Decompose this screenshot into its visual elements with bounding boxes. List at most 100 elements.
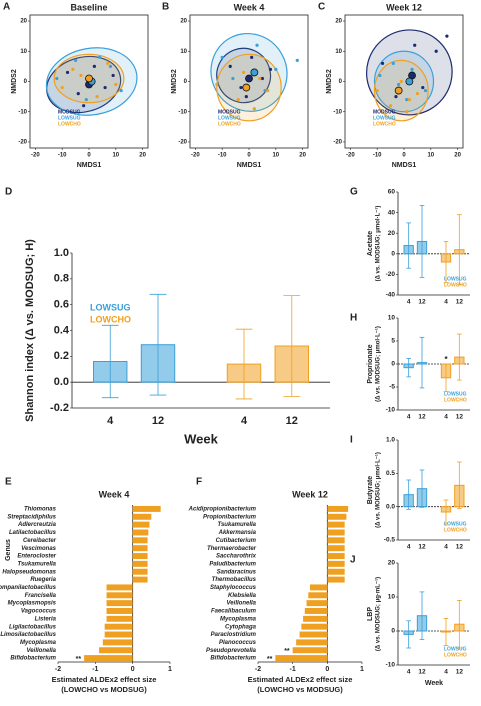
bar (327, 553, 345, 560)
x-tick-label: 4 (407, 414, 411, 421)
error-bar (235, 328, 253, 400)
x-axis-label: Estimated ALDEx2 effect size (52, 675, 157, 684)
bar (106, 600, 133, 607)
bar (310, 584, 328, 591)
category-label: Vagococcus (21, 609, 57, 615)
sample-point (95, 95, 99, 99)
bar (99, 647, 133, 654)
category-label: Companilactobacillus (0, 585, 57, 591)
y-tick-label: 0.6 (54, 299, 69, 311)
y-tick-label: -5 (389, 384, 395, 391)
error-bar (406, 222, 411, 269)
y-tick-label: 0 (391, 361, 395, 368)
sample-point (73, 58, 78, 62)
y-axis-label: NMDS2 (11, 69, 18, 94)
panel-letter: J (350, 555, 356, 566)
y-tick-label: 1.0 (386, 437, 395, 444)
category-label: Tsukamurella (18, 561, 57, 567)
category-label: Veillonella (227, 601, 257, 607)
category-label: Latilactobacillus (9, 530, 57, 536)
x-tick-label: -2 (55, 666, 61, 673)
y-axis-label: Acetate (367, 231, 374, 256)
sample-point (394, 95, 398, 99)
panel-letter: E (5, 477, 12, 488)
sample-point (119, 88, 123, 93)
x-tick-label: -10 (218, 153, 227, 159)
x-tick-label: 12 (456, 414, 464, 421)
panel-letter: D (5, 187, 12, 198)
x-tick-label: 12 (456, 299, 464, 306)
y-tick-label: 0.5 (386, 470, 395, 477)
legend-label: LOWCHO (444, 527, 467, 533)
significance-label: ** (284, 648, 290, 655)
bar (132, 537, 148, 544)
bar (327, 545, 345, 552)
category-label: Akkermansia (218, 530, 257, 536)
y-tick-label: 1.0 (54, 247, 69, 259)
legend-label: LOWCHO (444, 282, 467, 288)
panel-letter: I (350, 435, 353, 446)
x-tick-label: 10 (427, 153, 434, 159)
bar (327, 560, 345, 567)
y-axis-sublabel: (Δ vs. MODSUG; μmol·L⁻¹) (375, 326, 382, 402)
y-tick-label: 0 (391, 251, 395, 258)
bar (308, 592, 328, 599)
centroid (405, 77, 414, 86)
x-tick-label: 4 (407, 299, 411, 306)
x-tick-label: -2 (255, 666, 261, 673)
sample-point (236, 98, 240, 102)
x-tick-label: 10 (112, 153, 119, 159)
sample-point (215, 82, 219, 87)
x-tick-label: 20 (139, 153, 146, 159)
y-tick-label: -0.5 (384, 537, 396, 544)
y-tick-label: 0 (24, 79, 28, 85)
category-label: Mycoplasma (220, 616, 257, 622)
x-tick-label: 0 (247, 153, 251, 159)
bar (304, 607, 328, 614)
bar (132, 513, 152, 520)
sample-point (434, 49, 438, 53)
sample-point (415, 91, 420, 96)
y-tick-label: 10 (20, 49, 27, 55)
x-tick-label: 1 (360, 666, 364, 673)
x-axis-label: NMDS1 (237, 162, 262, 169)
sample-point (295, 58, 299, 62)
x-axis-label: Week (184, 431, 218, 446)
error-bar (457, 333, 462, 381)
sample-point (220, 55, 224, 59)
sample-point (399, 79, 403, 84)
y-tick-label: 0 (339, 79, 343, 85)
category-label: Ligilactobacillus (9, 624, 57, 630)
sample-point (397, 82, 401, 87)
error-bar (149, 293, 167, 396)
bar (106, 615, 133, 622)
sample-point (103, 85, 107, 90)
category-label: Tsukamurella (218, 522, 257, 528)
x-tick-label: -1 (290, 666, 296, 673)
category-label: Staphylococcus (210, 585, 257, 591)
y-axis-label: Butyrate (367, 476, 374, 505)
bar (106, 584, 133, 591)
y-tick-label: -20 (386, 271, 396, 278)
y-tick-label: 10 (388, 594, 396, 601)
sample-point (79, 73, 83, 78)
bar (303, 615, 328, 622)
sample-point (92, 64, 96, 68)
sample-point (76, 91, 80, 96)
category-label: Thermobacillus (212, 577, 257, 583)
y-axis-label: Proprionate (367, 344, 374, 383)
error-bar (443, 499, 449, 525)
bar (132, 553, 148, 560)
legend-label: LOWSUG (90, 302, 131, 312)
sample-point (260, 76, 265, 81)
bar (104, 631, 133, 638)
category-label: Adlercreutzia (17, 522, 57, 528)
y-axis-sublabel: (Δ vs. MODSUG; μmol·L⁻¹) (375, 452, 382, 528)
sample-point (410, 67, 414, 72)
y-tick-label: -10 (386, 662, 396, 669)
category-label: Vescimonas (21, 546, 56, 552)
x-tick-label: 12 (418, 544, 426, 551)
bar (102, 639, 133, 646)
legend-label: LOWSUG (444, 521, 467, 527)
